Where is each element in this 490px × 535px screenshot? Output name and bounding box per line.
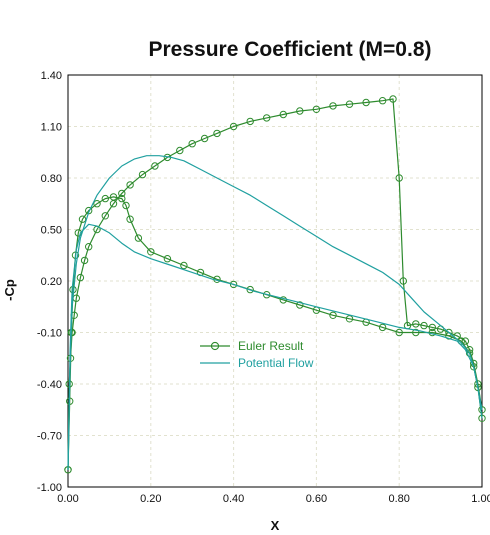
- euler-result-point: [246, 117, 254, 126]
- euler-result-point: [378, 323, 387, 332]
- euler-result-point: [395, 328, 403, 337]
- x-tick-label: 0.80: [388, 493, 409, 505]
- potential-flow-upper-surface-line: [67, 155, 483, 470]
- euler-result-point: [126, 215, 134, 223]
- euler-result-point: [118, 189, 126, 198]
- euler-result-point: [461, 337, 470, 345]
- y-tick-label: -1.00: [37, 482, 62, 494]
- euler-result-point: [229, 122, 238, 131]
- euler-result-point: [200, 134, 209, 143]
- y-tick-label: -0.40: [37, 379, 62, 391]
- euler-result-point: [188, 140, 196, 148]
- euler-result-point: [134, 234, 143, 242]
- euler-result-point: [457, 337, 465, 345]
- euler-result-point: [345, 100, 354, 108]
- potential-flow-lower-surface-line: [67, 223, 483, 470]
- euler-result-point: [296, 107, 304, 115]
- y-axis-label: -Cp: [2, 279, 17, 301]
- x-tick-label: 0.00: [57, 493, 78, 505]
- euler-result-point: [412, 328, 420, 337]
- euler-result-point: [213, 129, 221, 138]
- legend: Euler Result Potential Flow: [200, 339, 314, 370]
- x-tick-label: 0.60: [306, 493, 327, 505]
- euler-result-upper-surface-line: [67, 98, 483, 470]
- y-tick-label: 0.80: [41, 173, 62, 185]
- x-tick-label: 0.40: [223, 493, 244, 505]
- x-tick-label: 1.00: [471, 493, 490, 505]
- euler-result-point: [163, 255, 172, 263]
- euler-result-point: [147, 248, 155, 256]
- euler-result-point: [246, 285, 254, 294]
- plot-frame: [67, 74, 483, 488]
- euler-result-point: [122, 201, 130, 210]
- grid-lines: [68, 75, 482, 487]
- euler-result-point: [296, 301, 304, 309]
- euler-result-point: [395, 174, 403, 182]
- euler-result-point: [399, 277, 407, 285]
- legend-euler-label: Euler Result: [238, 339, 304, 353]
- y-tick-label: 1.10: [41, 122, 62, 134]
- tick-labels: 0.00 0.20 0.40 0.60 0.80 1.00 1.40 1.10 0.80 0.50…: [37, 70, 490, 505]
- y-tick-label: 0.50: [41, 225, 62, 237]
- euler-result-point: [80, 256, 89, 265]
- euler-result-point: [176, 146, 184, 155]
- euler-result-point: [101, 212, 110, 220]
- euler-result-point: [412, 320, 420, 328]
- y-tick-label: 1.40: [41, 70, 62, 82]
- legend-euler-marker: [210, 341, 220, 351]
- euler-result-point: [263, 114, 271, 122]
- euler-result-point: [312, 105, 321, 114]
- series-layer: [64, 95, 486, 474]
- euler-result-point: [470, 363, 478, 371]
- euler-result-point: [93, 200, 101, 208]
- euler-result-point: [420, 321, 428, 330]
- x-tick-label: 0.20: [140, 493, 161, 505]
- euler-result-point: [118, 194, 126, 203]
- euler-result-point: [329, 102, 337, 110]
- euler-result-point: [101, 194, 110, 203]
- euler-result-point: [78, 215, 87, 223]
- euler-result-point: [109, 193, 118, 201]
- y-tick-label: -0.70: [37, 431, 62, 443]
- euler-result-point: [329, 311, 337, 319]
- euler-result-point: [229, 280, 238, 289]
- euler-result-point: [279, 110, 287, 119]
- euler-result-point: [180, 261, 188, 270]
- x-axis-label: X: [271, 518, 280, 533]
- chart-title: Pressure Coefficient (M=0.8): [148, 38, 431, 61]
- euler-result-point: [151, 162, 159, 170]
- y-tick-label: -0.10: [37, 328, 62, 340]
- euler-result-point: [126, 181, 134, 189]
- euler-result-point: [138, 170, 147, 179]
- euler-result-point: [389, 95, 397, 103]
- euler-result-point: [76, 273, 85, 282]
- legend-potential-label: Potential Flow: [238, 356, 314, 370]
- euler-result-point: [428, 323, 436, 332]
- euler-result-point: [85, 243, 93, 251]
- euler-result-lower-surface-line: [67, 196, 483, 470]
- euler-result-point: [362, 98, 370, 107]
- euler-result-point: [378, 97, 387, 105]
- y-tick-label: 0.20: [41, 276, 62, 288]
